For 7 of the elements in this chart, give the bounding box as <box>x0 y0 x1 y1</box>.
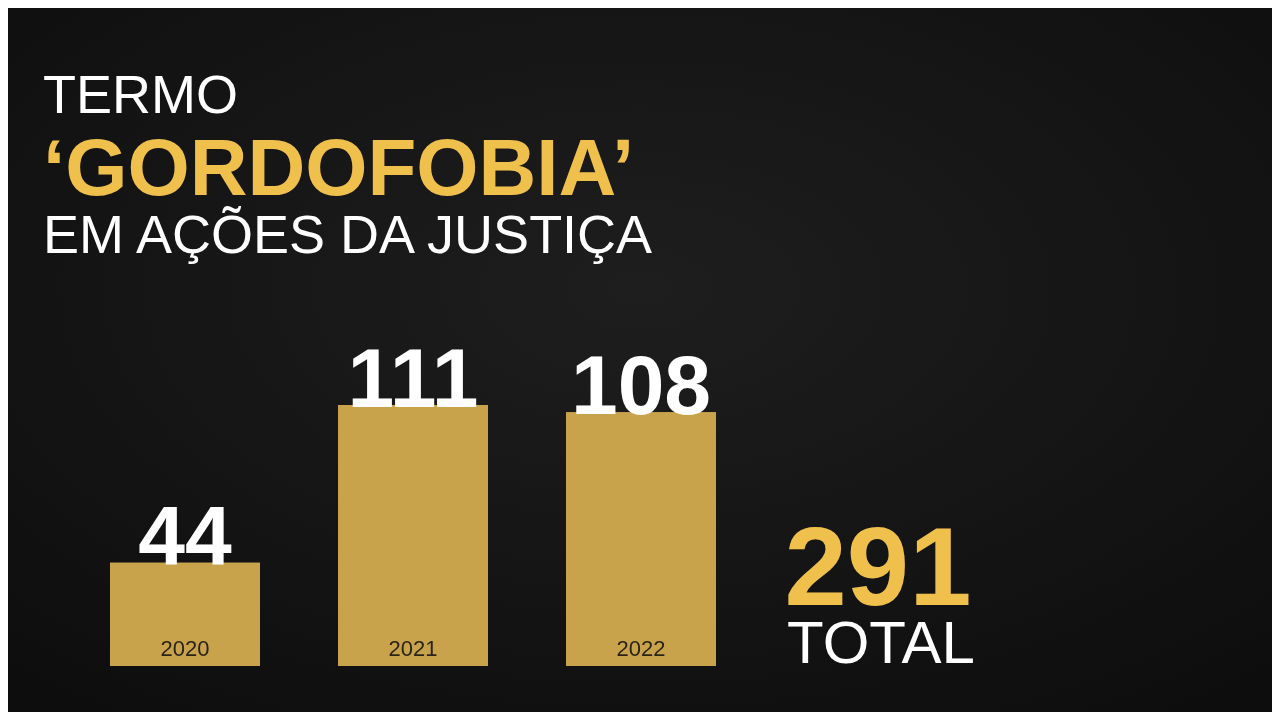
chart-title: TERMO ‘GORDOFOBIA’ EM AÇÕES DA JUSTIÇA <box>43 64 653 264</box>
x-tick-label: 2020 <box>160 636 210 661</box>
x-tick-label: 2022 <box>616 636 666 661</box>
data-label: 111 <box>347 331 479 425</box>
x-tick-label: 2021 <box>388 636 438 661</box>
data-label: 108 <box>570 338 712 433</box>
data-label: 44 <box>138 488 232 583</box>
